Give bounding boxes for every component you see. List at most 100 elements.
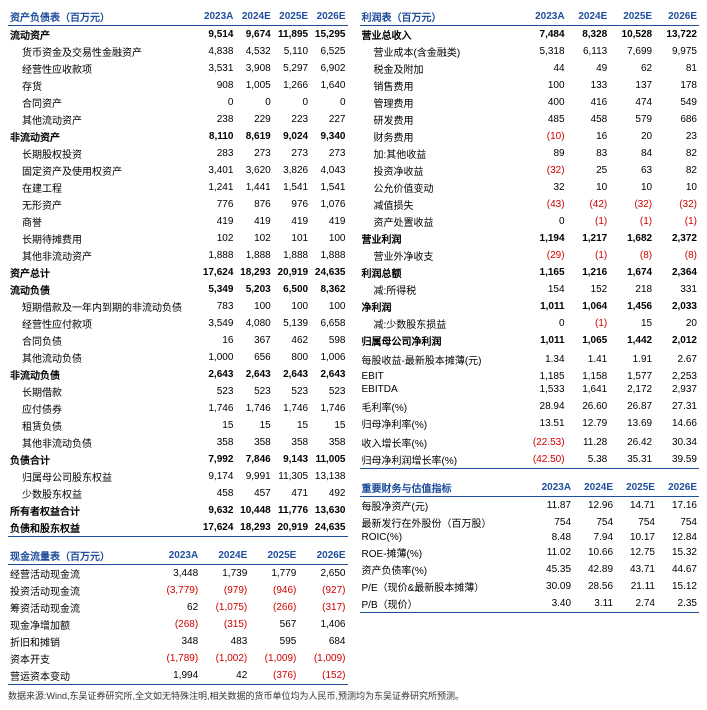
cell-value: (32) — [520, 162, 566, 179]
cell-value: 26.60 — [567, 398, 610, 415]
cell-value: 1,577 — [609, 370, 654, 383]
cell-value: 800 — [273, 349, 310, 366]
cell-value: 229 — [235, 111, 272, 128]
cell-value: 3,531 — [198, 60, 235, 77]
cell-value: 1,533 — [520, 383, 566, 396]
year-header: 2023A — [151, 547, 200, 565]
row-label: 减值损失 — [360, 196, 521, 213]
row-label: 其他流动负债 — [8, 349, 198, 366]
cell-value: 223 — [273, 111, 310, 128]
cell-value: 5,139 — [273, 315, 310, 332]
year-header: 2026E — [298, 547, 347, 565]
cell-value: 3.11 — [573, 595, 615, 613]
cell-value: 63 — [609, 162, 654, 179]
cell-value: 100 — [310, 298, 347, 315]
cell-value: 1,682 — [609, 230, 654, 247]
cell-value: 5,349 — [198, 281, 235, 298]
cell-value: 24,635 — [310, 519, 347, 537]
row-label: 加:其他收益 — [360, 145, 521, 162]
cell-value: 1,746 — [310, 400, 347, 417]
cell-value: 3,826 — [273, 162, 310, 179]
row-label: 资产负债率(%) — [360, 561, 531, 578]
right-column: 利润表（百万元）2023A2024E2025E2026E营业总收入7,4848,… — [360, 8, 700, 685]
cell-value: (42) — [567, 196, 610, 213]
left-column: 资产负债表（百万元）2023A2024E2025E2026E流动资产9,5149… — [8, 8, 348, 685]
cell-value: 656 — [235, 349, 272, 366]
cell-value: 1,541 — [310, 179, 347, 196]
cell-value: 11,005 — [310, 451, 347, 468]
cell-value: 2,364 — [654, 264, 699, 281]
cell-value: 471 — [273, 485, 310, 502]
cell-value: 44 — [520, 60, 566, 77]
cell-value: (10) — [520, 128, 566, 145]
cell-value: 5,110 — [273, 43, 310, 60]
cell-value: 1,076 — [310, 196, 347, 213]
cell-value: 1,065 — [567, 332, 610, 349]
cell-value: 9,632 — [198, 502, 235, 519]
cell-value: 18,293 — [235, 519, 272, 537]
cell-value: 1,158 — [567, 370, 610, 383]
cell-value: 8,110 — [198, 128, 235, 145]
cell-value: 43.71 — [615, 561, 657, 578]
cell-value: 0 — [235, 94, 272, 111]
row-label: P/E（现价&最新股本摊薄） — [360, 578, 531, 595]
row-label: 合同负债 — [8, 332, 198, 349]
cell-value: 1,241 — [198, 179, 235, 196]
year-header: 2025E — [615, 479, 657, 497]
cell-value: 12.96 — [573, 497, 615, 515]
row-label: 营业利润 — [360, 230, 521, 247]
row-label: 其他流动资产 — [8, 111, 198, 128]
row-label: ROIC(%) — [360, 531, 531, 544]
cell-value: 10 — [609, 179, 654, 196]
row-label: P/B（现价） — [360, 595, 531, 613]
cell-value: 1,442 — [609, 332, 654, 349]
cell-value: 20 — [654, 315, 699, 332]
cell-value: 11,776 — [273, 502, 310, 519]
cell-value: 1,064 — [567, 298, 610, 315]
cell-value: 686 — [654, 111, 699, 128]
cell-value: 13.69 — [609, 415, 654, 432]
cell-value: 2.35 — [657, 595, 699, 613]
cell-value: 44.67 — [657, 561, 699, 578]
row-label: 公允价值变动 — [360, 179, 521, 196]
cell-value: 10 — [567, 179, 610, 196]
cell-value: 5,318 — [520, 43, 566, 60]
cell-value: 1,005 — [235, 77, 272, 94]
row-label: 财务费用 — [360, 128, 521, 145]
cell-value: 876 — [235, 196, 272, 213]
row-label: 毛利率(%) — [360, 398, 521, 415]
cell-value: (317) — [298, 599, 347, 616]
cell-value: 6,525 — [310, 43, 347, 60]
cell-value: 2,033 — [654, 298, 699, 315]
cell-value: 7.94 — [573, 531, 615, 544]
year-header: 2024E — [235, 8, 272, 26]
cell-value: 684 — [298, 633, 347, 650]
cell-value: 24,635 — [310, 264, 347, 281]
cell-value: 1,746 — [235, 400, 272, 417]
cell-value: 976 — [273, 196, 310, 213]
cell-value: 152 — [567, 281, 610, 298]
cell-value: 21.11 — [615, 578, 657, 595]
row-label: 负债合计 — [8, 451, 198, 468]
row-label: 资产处置收益 — [360, 213, 521, 230]
row-label: 合同资产 — [8, 94, 198, 111]
cell-value: (42.50) — [520, 451, 566, 469]
row-label: 非流动资产 — [8, 128, 198, 145]
year-header: 2023A — [198, 8, 235, 26]
cell-value: 2,643 — [235, 366, 272, 383]
cell-value: 13,630 — [310, 502, 347, 519]
cell-value: (1) — [654, 213, 699, 230]
cell-value: 2,372 — [654, 230, 699, 247]
cell-value: (152) — [298, 667, 347, 685]
table-title: 现金流量表（百万元） — [8, 547, 151, 565]
cell-value: 1,888 — [310, 247, 347, 264]
cell-value: 2,172 — [609, 383, 654, 396]
cell-value: 1,888 — [273, 247, 310, 264]
row-label: 归属母公司股东权益 — [8, 468, 198, 485]
cell-value: 523 — [198, 383, 235, 400]
row-label: 固定资产及使用权资产 — [8, 162, 198, 179]
cell-value: 1,779 — [249, 565, 298, 583]
cell-value: 15 — [310, 417, 347, 434]
cell-value: 3,908 — [235, 60, 272, 77]
row-label: 利润总额 — [360, 264, 521, 281]
